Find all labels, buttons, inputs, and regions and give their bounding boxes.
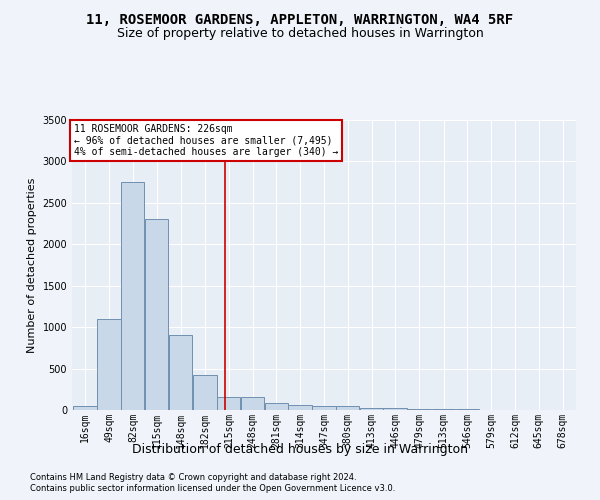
Text: Size of property relative to detached houses in Warrington: Size of property relative to detached ho…: [116, 28, 484, 40]
Text: Distribution of detached houses by size in Warrington: Distribution of detached houses by size …: [132, 442, 468, 456]
Text: Contains HM Land Registry data © Crown copyright and database right 2024.: Contains HM Land Registry data © Crown c…: [30, 472, 356, 482]
Bar: [217, 396, 241, 410]
Bar: [241, 396, 264, 410]
Text: 11 ROSEMOOR GARDENS: 226sqm
← 96% of detached houses are smaller (7,495)
4% of s: 11 ROSEMOOR GARDENS: 226sqm ← 96% of det…: [74, 124, 338, 158]
Bar: [145, 220, 168, 410]
Bar: [432, 409, 455, 410]
Bar: [121, 182, 145, 410]
Text: 11, ROSEMOOR GARDENS, APPLETON, WARRINGTON, WA4 5RF: 11, ROSEMOOR GARDENS, APPLETON, WARRINGT…: [86, 12, 514, 26]
Text: Contains public sector information licensed under the Open Government Licence v3: Contains public sector information licen…: [30, 484, 395, 493]
Bar: [383, 408, 407, 410]
Bar: [73, 406, 97, 410]
Y-axis label: Number of detached properties: Number of detached properties: [27, 178, 37, 352]
Bar: [97, 319, 121, 410]
Bar: [169, 336, 192, 410]
Bar: [359, 408, 383, 410]
Bar: [193, 375, 217, 410]
Bar: [265, 402, 288, 410]
Bar: [312, 406, 335, 410]
Bar: [407, 409, 431, 410]
Bar: [336, 406, 359, 410]
Bar: [289, 405, 312, 410]
